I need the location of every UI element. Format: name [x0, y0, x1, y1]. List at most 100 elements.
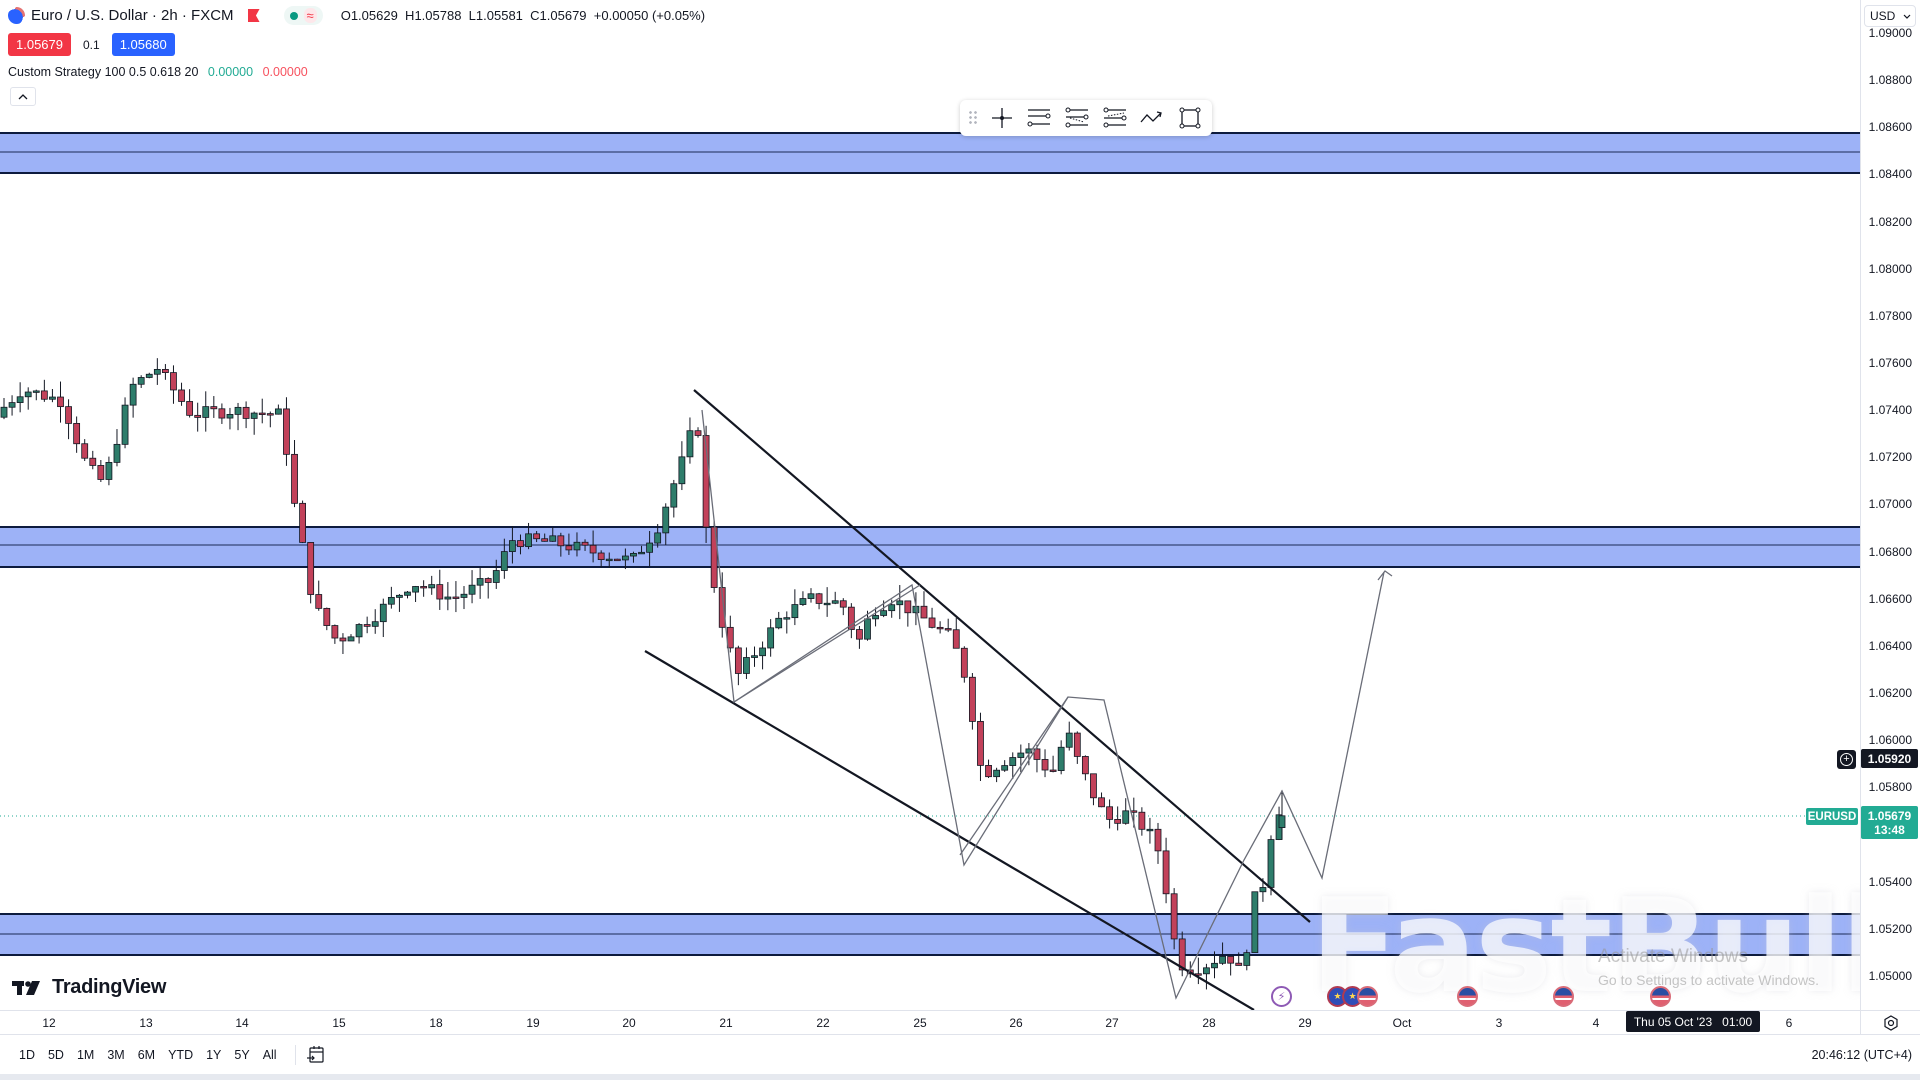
- time-tick-label: 18: [429, 1016, 443, 1030]
- time-cursor-tooltip: Thu 05 Oct '23 01:00: [1626, 1011, 1760, 1032]
- symbol-price-tag: EURUSD: [1806, 808, 1858, 825]
- toolbar-divider: [294, 1044, 296, 1065]
- collapse-legend-button[interactable]: [10, 87, 36, 106]
- zone-middle[interactable]: [0, 526, 1860, 568]
- channel-up-tool-button[interactable]: [1101, 104, 1129, 132]
- event-marker-us[interactable]: [1357, 986, 1378, 1007]
- projection-arrow-head: [1377, 570, 1393, 581]
- path-arrow-icon: [1140, 111, 1163, 123]
- currency-dropdown[interactable]: USD: [1864, 5, 1916, 27]
- tradingview-logo-icon: [12, 980, 40, 995]
- channel-down-tool-button[interactable]: [1063, 104, 1091, 132]
- time-tick-label: 27: [1105, 1016, 1119, 1030]
- price-tick-label: 1.08400: [1868, 167, 1912, 182]
- time-tick-label: 15: [332, 1016, 346, 1030]
- path-tool-button[interactable]: [1139, 104, 1167, 132]
- range-button-5y[interactable]: 5Y: [234, 1047, 250, 1062]
- price-tick-label: 1.06800: [1868, 544, 1912, 559]
- zone-support[interactable]: [0, 913, 1860, 956]
- eu-flag-icon: ★: [1333, 991, 1342, 1001]
- bid-ask-panel: 1.05679 0.1 1.05680: [8, 33, 175, 56]
- flag-marker-icon[interactable]: [247, 9, 260, 22]
- time-axis[interactable]: 12 13 14 15 18 19 20 21 22 25 26 27 28 29 Oct 3 4 6: [0, 1010, 1860, 1034]
- close-value: 1.05679: [539, 8, 587, 23]
- fib-channel-icon: [1103, 107, 1127, 128]
- time-tick-label: 22: [816, 1016, 830, 1030]
- range-button-1m[interactable]: 1M: [76, 1047, 95, 1062]
- time-tick-label: 19: [526, 1016, 540, 1030]
- price-tick-label: 1.08200: [1868, 214, 1912, 229]
- crosshair-tool-button[interactable]: [988, 104, 1016, 132]
- change-value: +0.00050 (+0.05%): [593, 8, 706, 23]
- symbol-title[interactable]: Euro / U.S. Dollar · 2h · FXCM: [31, 7, 234, 24]
- time-tick-label: 6: [1785, 1016, 1793, 1030]
- low-value: 1.05581: [475, 8, 523, 23]
- indicator-legend[interactable]: Custom Strategy 100 0.5 0.618 20 0.00000…: [8, 65, 308, 79]
- price-tick-label: 1.06600: [1868, 591, 1912, 606]
- price-tick-label: 1.05200: [1868, 921, 1912, 936]
- channel-lower-trendline[interactable]: [644, 650, 1255, 1010]
- tradingview-logo[interactable]: TradingView: [12, 976, 166, 999]
- crosshair-icon: [991, 108, 1012, 128]
- market-status-pill[interactable]: ≈: [283, 6, 323, 25]
- indicator-value-1: 0.00000: [207, 65, 254, 79]
- range-button-all[interactable]: All: [262, 1047, 277, 1062]
- symbol-header: Euro / U.S. Dollar · 2h · FXCM ≈ O1.0562…: [8, 6, 705, 25]
- price-tick-label: 1.07200: [1868, 450, 1912, 465]
- plus-circle-icon: +: [1840, 753, 1853, 766]
- event-marker-us-4[interactable]: [1650, 986, 1671, 1007]
- lightning-icon: ⚡: [1277, 991, 1286, 1003]
- price-tick-label: 1.09000: [1868, 26, 1912, 40]
- delayed-data-icon: ≈: [303, 8, 317, 23]
- time-tick-label: 21: [719, 1016, 733, 1030]
- event-marker-us-2[interactable]: [1457, 986, 1478, 1007]
- time-tick-label: 28: [1202, 1016, 1216, 1030]
- market-open-dot-icon: [289, 11, 298, 20]
- range-button-5d[interactable]: 5D: [47, 1047, 64, 1062]
- price-tick-label: 1.06000: [1868, 733, 1912, 748]
- axis-settings-button[interactable]: [1860, 1010, 1920, 1034]
- range-button-3m[interactable]: 3M: [107, 1047, 125, 1062]
- channel-upper-trendline[interactable]: [693, 389, 1311, 923]
- time-tick-label: 14: [235, 1016, 249, 1030]
- chevron-down-icon: [1903, 14, 1911, 19]
- add-alert-button[interactable]: +: [1837, 750, 1856, 769]
- price-tick-label: 1.08600: [1868, 120, 1912, 135]
- zone-upper[interactable]: [0, 132, 1860, 174]
- rectangle-icon: [1179, 107, 1201, 129]
- range-button-ytd[interactable]: YTD: [168, 1047, 194, 1062]
- drag-handle-icon[interactable]: [968, 110, 978, 126]
- bottom-edge: [0, 1074, 1920, 1080]
- time-tick-label: 12: [42, 1016, 56, 1030]
- rectangle-tool-button[interactable]: [1176, 104, 1204, 132]
- eu-flag-icon: ★: [1348, 991, 1357, 1001]
- range-button-1d[interactable]: 1D: [19, 1047, 35, 1062]
- calendar-goto-icon: [306, 1045, 324, 1063]
- candlestick-series: [0, 358, 1286, 990]
- ohlc-values: O1.05629 H1.05788 L1.05581 C1.05679 +0.0…: [340, 8, 706, 23]
- price-tick-label: 1.05800: [1868, 780, 1912, 795]
- price-tick-label: 1.07000: [1868, 497, 1912, 512]
- price-tick-label: 1.06400: [1868, 638, 1912, 653]
- price-tick-label: 1.05400: [1868, 874, 1912, 889]
- clock-timezone[interactable]: 20:46:12 (UTC+4): [1811, 1048, 1912, 1062]
- price-tick-label: 1.07400: [1868, 403, 1912, 418]
- channel-inner-path[interactable]: [733, 584, 921, 703]
- channel-inner-path-2[interactable]: [959, 696, 1069, 856]
- spread-value: 0.1: [83, 37, 100, 52]
- goto-date-button[interactable]: [306, 1045, 326, 1065]
- zigzag-path[interactable]: [701, 409, 1385, 1000]
- range-button-6m[interactable]: 6M: [137, 1047, 156, 1062]
- indicator-name: Custom Strategy: [8, 65, 102, 79]
- price-chart-canvas[interactable]: [0, 0, 1860, 1010]
- sell-button[interactable]: 1.05679: [8, 33, 71, 56]
- horizontal-lines-tool-button[interactable]: [1026, 104, 1054, 132]
- bar-countdown: 13:48: [1874, 822, 1905, 837]
- eur-usd-flag-icon: [8, 7, 25, 24]
- buy-button[interactable]: 1.05680: [111, 33, 175, 56]
- event-marker-flash[interactable]: ⚡: [1271, 986, 1292, 1007]
- range-button-1y[interactable]: 1Y: [206, 1047, 222, 1062]
- event-marker-us-3[interactable]: [1553, 986, 1574, 1007]
- price-axis[interactable]: 1.09000 1.08800 1.08600 1.08400 1.08200 1.080…: [1860, 0, 1920, 1010]
